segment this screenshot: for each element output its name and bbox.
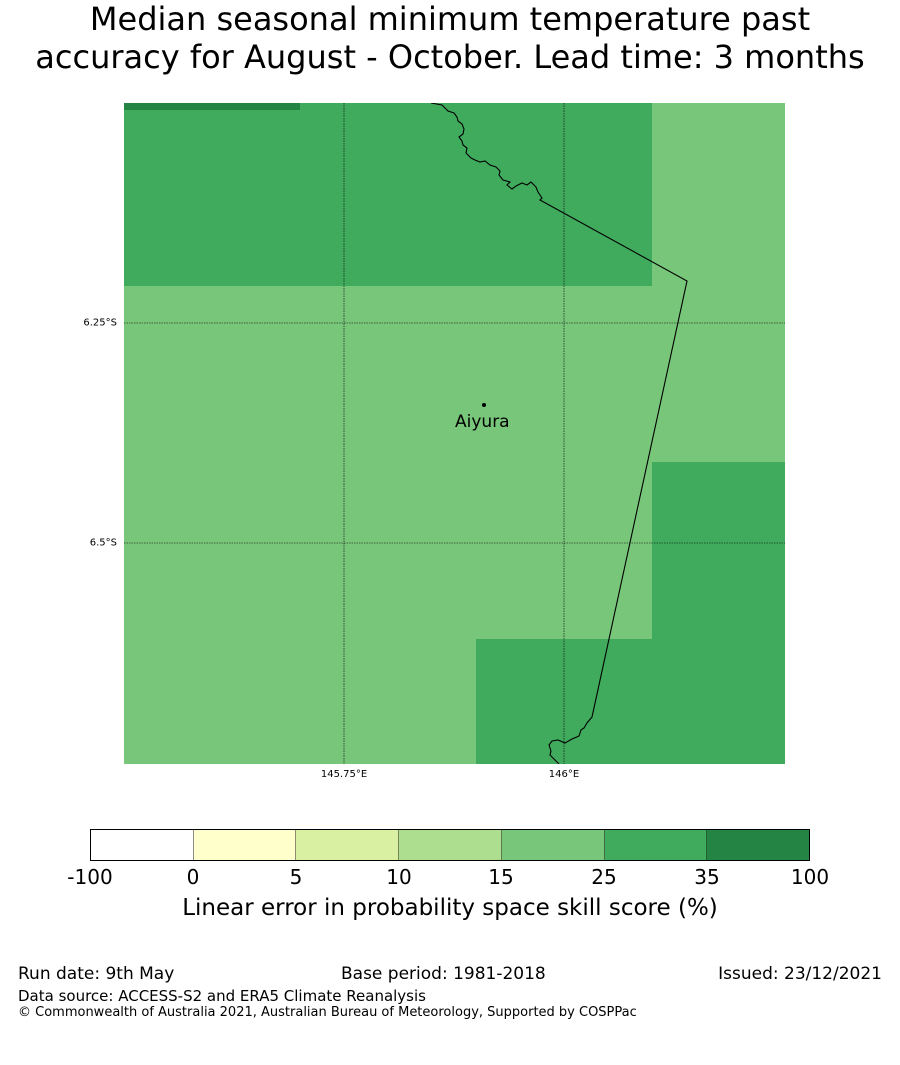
location-marker-aiyura [482,403,486,407]
run-date: Run date: 9th May [18,964,175,984]
location-label-aiyura: Aiyura [455,412,510,432]
skill-cell-35-100-northwest [124,103,300,110]
base-period: Base period: 1981-2018 [341,964,546,984]
colorbar-tick: 25 [591,865,617,889]
colorbar-segment-15-25 [501,830,605,860]
colorbar-tick: 100 [790,865,830,889]
coastline-border [430,103,688,764]
lat-label-6-25: 6.25°S [83,317,117,329]
chart-title: Median seasonal minimum temperature past… [0,0,900,76]
colorbar-tick: 15 [488,865,514,889]
colorbar-tick: 0 [186,865,200,889]
data-source: Data source: ACCESS-S2 and ERA5 Climate … [18,987,426,1005]
lon-label-145-75: 145.75°E [320,769,368,780]
colorbar-tick: -100 [67,865,113,889]
colorbar-tick: 10 [386,865,412,889]
lat-label-6-5: 6.5°S [89,537,117,549]
colorbar-segment-5-10 [296,830,400,860]
skill-score-map [124,103,785,764]
skill-cell-25-35-south [476,639,785,764]
colorbar-segment-0-5 [193,830,297,860]
colorbar-tick: 35 [694,865,720,889]
title-line-2: accuracy for August - October. Lead time… [35,38,865,76]
colorbar [90,829,810,861]
lon-label-146: 146°E [548,769,580,780]
colorbar-segment-10-15 [399,830,502,860]
colorbar-label: Linear error in probability space skill … [182,895,718,921]
map-canvas [124,103,785,764]
colorbar-segment-35-100 [707,830,810,860]
colorbar-segment-neg100-0 [91,830,194,860]
skill-cell-25-35-north [124,103,652,286]
issued-date: Issued: 23/12/2021 [718,964,882,984]
title-line-1: Median seasonal minimum temperature past [89,0,811,38]
colorbar-tick: 5 [289,865,303,889]
copyright-notice: © Commonwealth of Australia 2021, Austra… [18,1005,637,1020]
colorbar-segment-25-35 [604,830,708,860]
